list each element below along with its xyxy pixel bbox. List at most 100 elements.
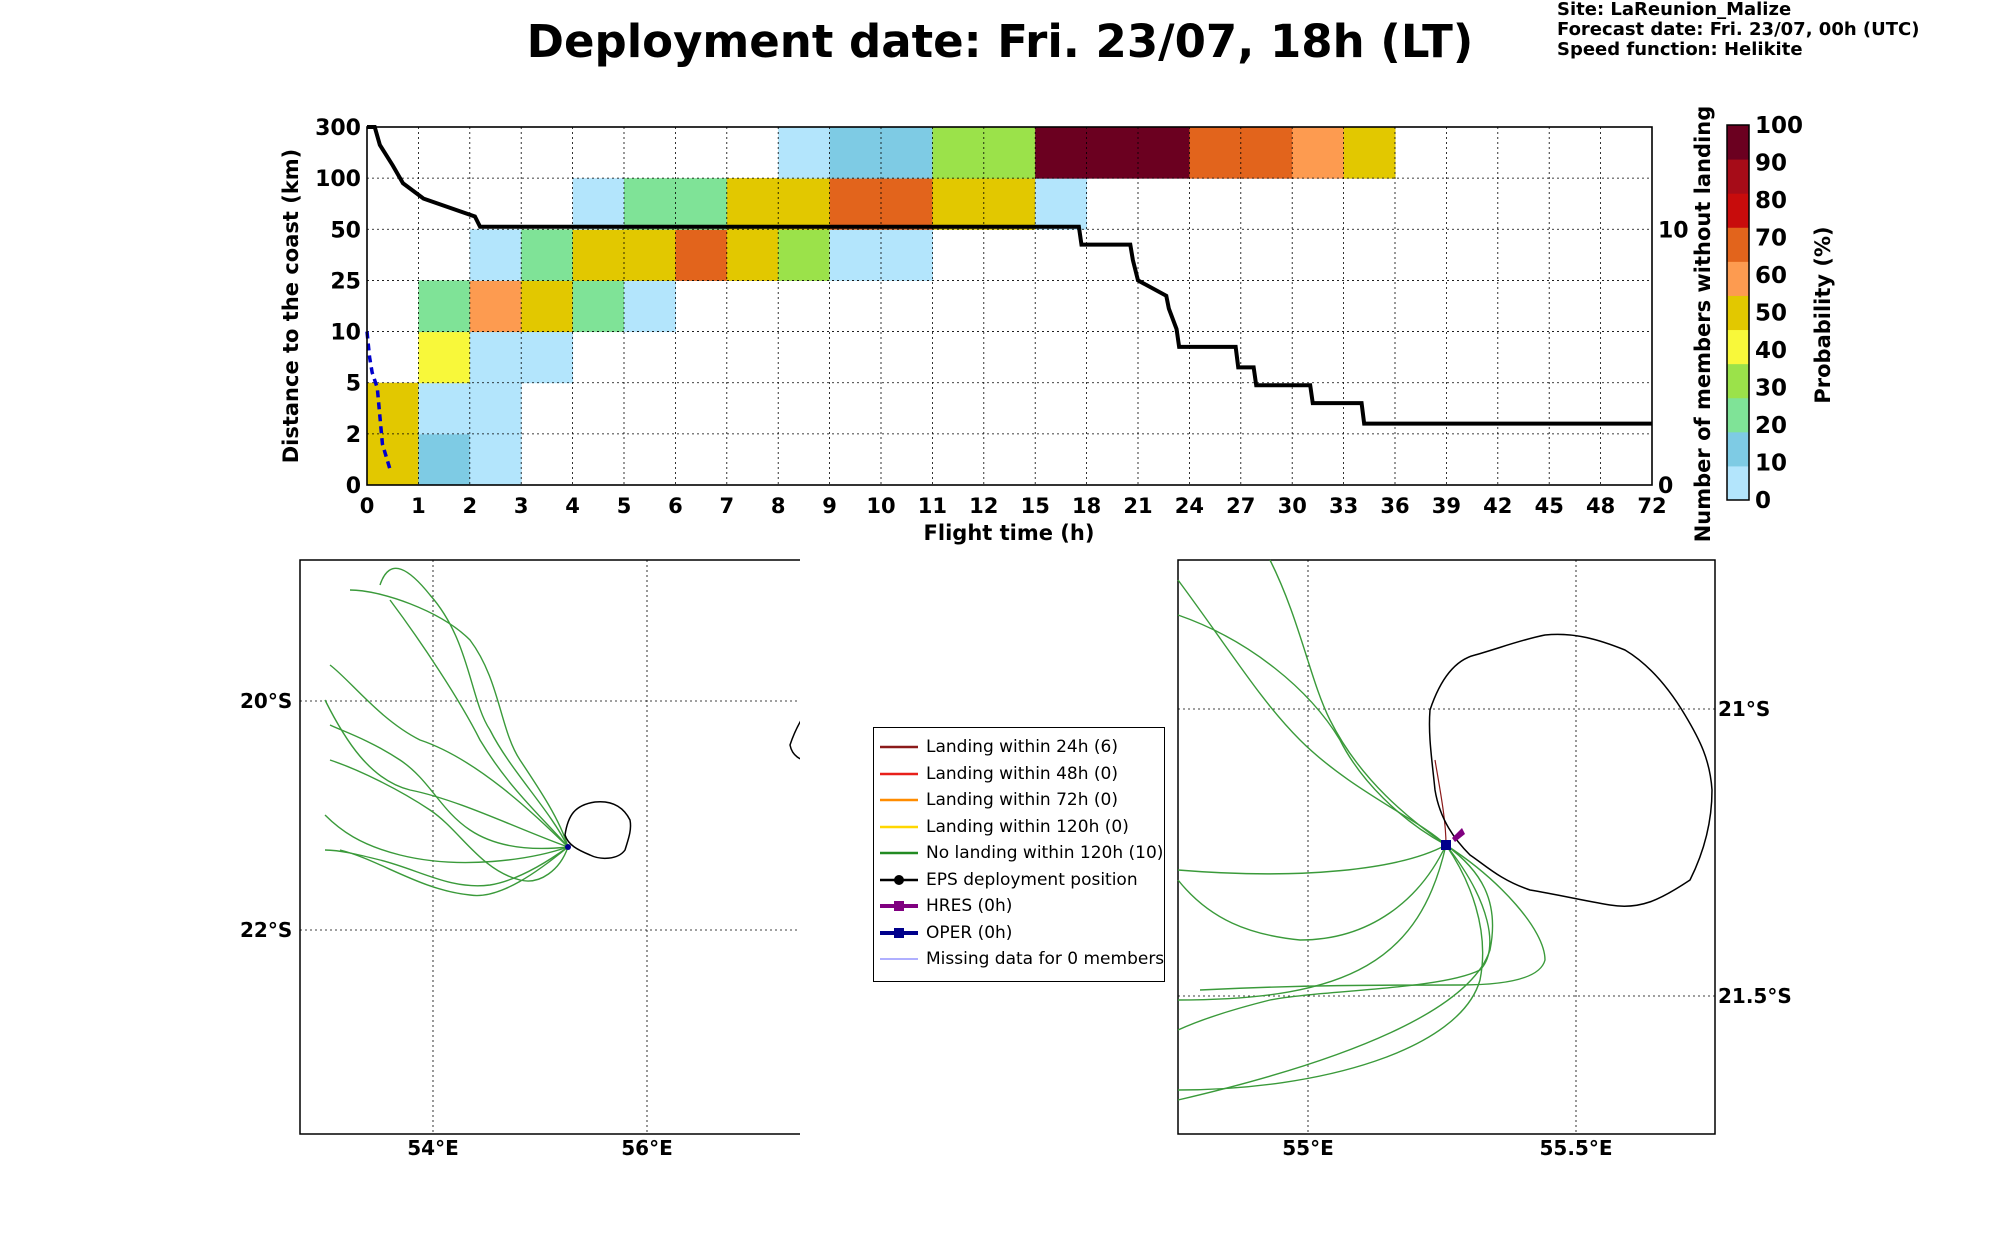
- legend-label: HRES (0h): [926, 896, 1013, 916]
- legend-item: Landing within 120h (0): [874, 814, 1164, 841]
- left-map-lat-22: 22°S: [240, 918, 292, 942]
- legend-label: Landing within 72h (0): [926, 790, 1119, 810]
- x-tick-21: 21: [1123, 494, 1152, 518]
- right-map: 21°S 21.5°S 55°E 55.5°E: [1177, 559, 1792, 1160]
- colorbar-segment-8: [1727, 193, 1749, 228]
- colorbar-tick-70: 70: [1755, 226, 1787, 252]
- legend-item: Landing within 48h (0): [874, 761, 1164, 788]
- x-tick-1: 1: [411, 494, 426, 518]
- left-map: 20°S 22°S 54°E 56°E: [240, 559, 800, 1160]
- heatmap-cell-0-1: [367, 382, 419, 435]
- heatmap-cell-2-2: [469, 331, 522, 384]
- heatmap-cell-8-6: [778, 127, 831, 179]
- x-tick-2: 2: [462, 494, 477, 518]
- map-legend: Landing within 24h (6) Landing within 48h…: [873, 727, 1165, 982]
- heatmap-cell-17-6: [1240, 127, 1293, 179]
- heatmap-cell-14-6: [1086, 127, 1139, 179]
- colorbar-tick-90: 90: [1755, 151, 1787, 177]
- heatmap-cell-2-3: [469, 280, 522, 333]
- heatmap-cell-1-3: [418, 280, 471, 333]
- y-tick-25: 25: [330, 269, 361, 294]
- legend-label: OPER (0h): [926, 922, 1013, 943]
- left-map-lon-54: 54°E: [407, 1136, 459, 1160]
- x-tick-72: 72: [1637, 494, 1666, 518]
- heatmap-cell-5-4: [624, 229, 676, 281]
- deployment-dashed-track: [365, 331, 392, 471]
- heatmap-cell-7-5: [726, 178, 779, 230]
- legend-label: Landing within 120h (0): [926, 816, 1129, 837]
- legend-symbol: [880, 874, 918, 885]
- colorbar-tick-60: 60: [1755, 263, 1787, 289]
- x-tick-39: 39: [1432, 494, 1461, 518]
- legend-item: No landing within 120h (10): [874, 840, 1164, 867]
- right-map-landing-track: [1434, 759, 1447, 846]
- colorbar-segment-5: [1727, 295, 1749, 331]
- heatmap-cell-10-4: [881, 229, 933, 281]
- heatmap-cell-0-0: [367, 433, 419, 486]
- heatmap-cell-16-6: [1189, 127, 1242, 179]
- legend-item: OPER (0h): [874, 920, 1164, 947]
- forecast-meta: Site: LaReunion_Malize Forecast date: Fr…: [1557, 0, 1920, 60]
- colorbar-segment-9: [1727, 159, 1749, 194]
- heatmap-cell-4-3: [572, 280, 625, 333]
- right-map-lat-21: 21°S: [1718, 697, 1770, 721]
- y-tick-0: 0: [346, 474, 361, 499]
- colorbar-segment-6: [1727, 261, 1749, 296]
- heatmap-cell-2-0: [469, 433, 522, 486]
- heatmap-cell-11-6: [932, 127, 985, 179]
- reunion-island-left: [564, 801, 632, 860]
- heatmap-cell-9-5: [829, 178, 882, 230]
- y-tick-2: 2: [346, 423, 361, 448]
- legend-item: Landing within 24h (6): [874, 734, 1164, 761]
- x-tick-33: 33: [1329, 494, 1358, 518]
- colorbar-label: Probability (%): [1811, 226, 1835, 403]
- right-map-hres-marker: [1452, 828, 1465, 842]
- colorbar-frame: [1726, 124, 1750, 501]
- y-axis-label: Distance to the coast (km): [279, 149, 303, 464]
- members-step-line: [365, 125, 1652, 471]
- heatmap-cell-6-4: [675, 229, 728, 281]
- heatmap-cell-13-5: [1035, 178, 1088, 230]
- heatmap-cell-18-6: [1292, 127, 1345, 179]
- site-label: Site: LaReunion_Malize: [1557, 0, 1792, 20]
- legend-symbol: [880, 825, 918, 828]
- x-tick-5: 5: [617, 494, 632, 518]
- legend-label: Landing within 48h (0): [926, 763, 1119, 784]
- left-map-trajectories: [324, 567, 569, 897]
- y-tick-5: 5: [346, 372, 361, 397]
- heatmap-cell-9-6: [829, 127, 882, 179]
- x-tick-30: 30: [1278, 494, 1307, 518]
- legend-label: EPS deployment position: [926, 869, 1138, 890]
- colorbar-tick-50: 50: [1755, 301, 1787, 327]
- legend-symbol: [880, 958, 918, 960]
- forecast-date-label: Forecast date: Fri. 23/07, 00h (UTC): [1557, 19, 1920, 40]
- y2-tick-labels: 0 10: [1658, 218, 1689, 499]
- heatmap-cell-7-4: [726, 229, 779, 281]
- heatmap-cell-5-5: [624, 178, 676, 230]
- legend-item: Landing within 72h (0): [874, 787, 1164, 814]
- heatmap-cell-4-5: [572, 178, 625, 230]
- heatmap-cell-13-6: [1035, 127, 1088, 179]
- x-tick-24: 24: [1175, 494, 1204, 518]
- members-step-line-path: [367, 125, 1652, 426]
- legend-item: HRES (0h): [874, 893, 1164, 920]
- heatmap-cells: [367, 127, 1396, 486]
- x-tick-labels: 0 1 2 3 4 5 6 7 8 9 10 11 12 15 18 21 24 27 30 33 36 39 42 45 48…: [360, 494, 1667, 518]
- x-tick-11: 11: [918, 494, 947, 518]
- colorbar: 0 10 20 30 40 50 60 70 80 90 100: [1726, 113, 1803, 514]
- y2-axis-label: Number of members without landing: [1691, 106, 1715, 543]
- colorbar-segment-1: [1727, 431, 1749, 467]
- y2-tick-0: 0: [1658, 474, 1673, 499]
- speed-function-label: Speed function: Helikite: [1557, 39, 1803, 60]
- heatmap-cell-1-2: [418, 331, 471, 384]
- heatmap-cell-5-3: [624, 280, 676, 333]
- colorbar-segment-3: [1727, 363, 1749, 399]
- x-tick-36: 36: [1380, 494, 1409, 518]
- heatmap-cell-6-5: [675, 178, 728, 230]
- legend-symbol: [880, 745, 918, 749]
- y-tick-100: 100: [315, 167, 361, 192]
- x-tick-15: 15: [1021, 494, 1050, 518]
- colorbar-tick-0: 0: [1755, 488, 1771, 514]
- colorbar-tick-30: 30: [1755, 376, 1787, 402]
- heatmap-cell-2-4: [469, 229, 522, 281]
